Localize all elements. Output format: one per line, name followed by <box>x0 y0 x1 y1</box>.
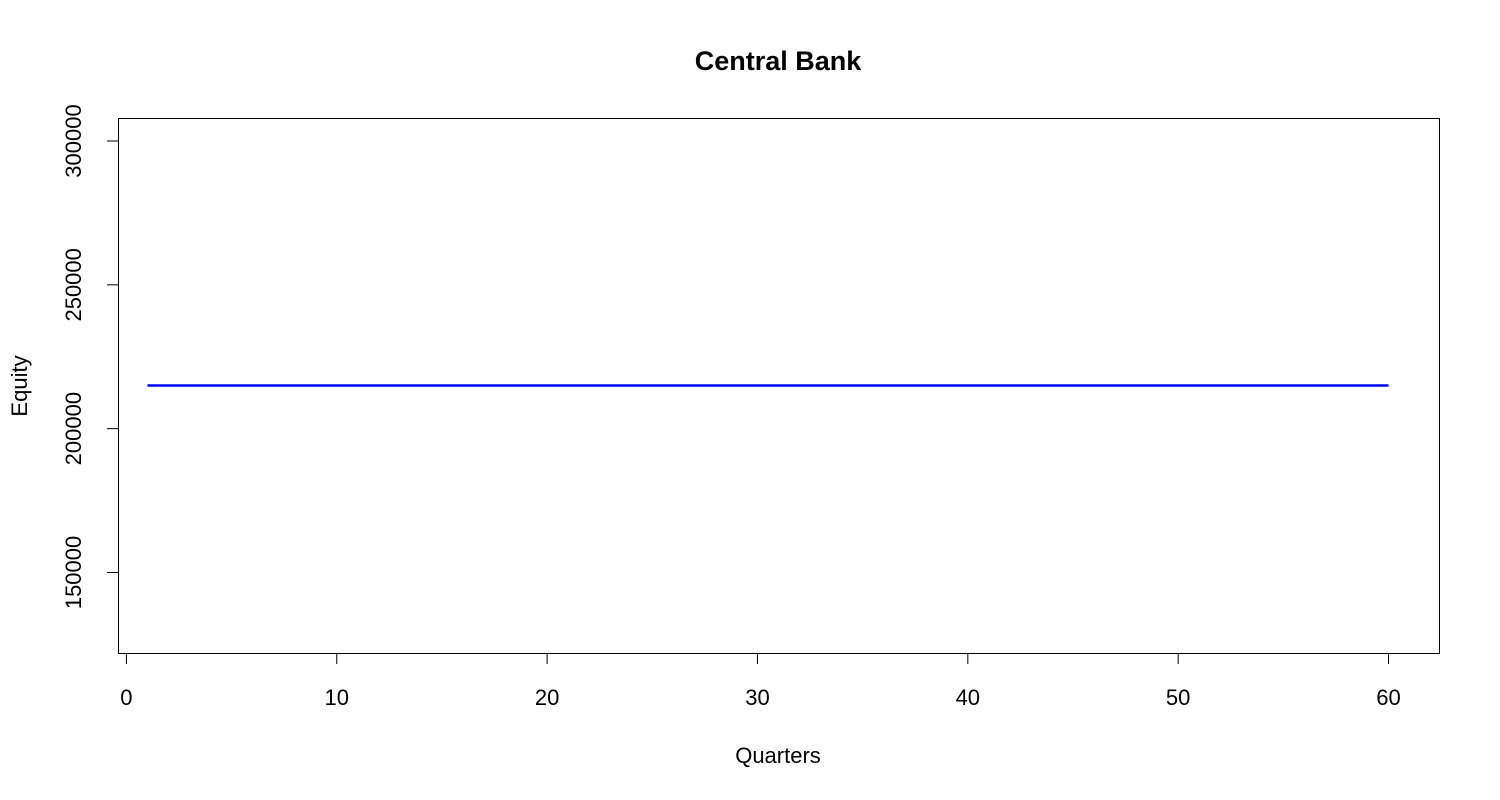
y-tick-label: 150000 <box>61 536 86 609</box>
x-tick-label: 60 <box>1376 685 1400 710</box>
y-tick-label: 300000 <box>61 104 86 177</box>
x-tick-label: 0 <box>120 685 132 710</box>
x-tick-label: 30 <box>745 685 769 710</box>
x-tick-label: 50 <box>1166 685 1190 710</box>
y-tick-label: 250000 <box>61 248 86 321</box>
y-tick-label: 200000 <box>61 392 86 465</box>
y-axis-label: Equity <box>7 355 32 416</box>
y-axis: 150000 200000 250000 300000 <box>61 104 119 609</box>
x-tick-label: 10 <box>325 685 349 710</box>
x-tick-label: 20 <box>535 685 559 710</box>
x-tick-label: 40 <box>956 685 980 710</box>
x-axis: 0 10 20 30 40 50 60 <box>120 653 1401 710</box>
x-axis-label: Quarters <box>735 743 821 768</box>
chart-title: Central Bank <box>695 46 863 76</box>
